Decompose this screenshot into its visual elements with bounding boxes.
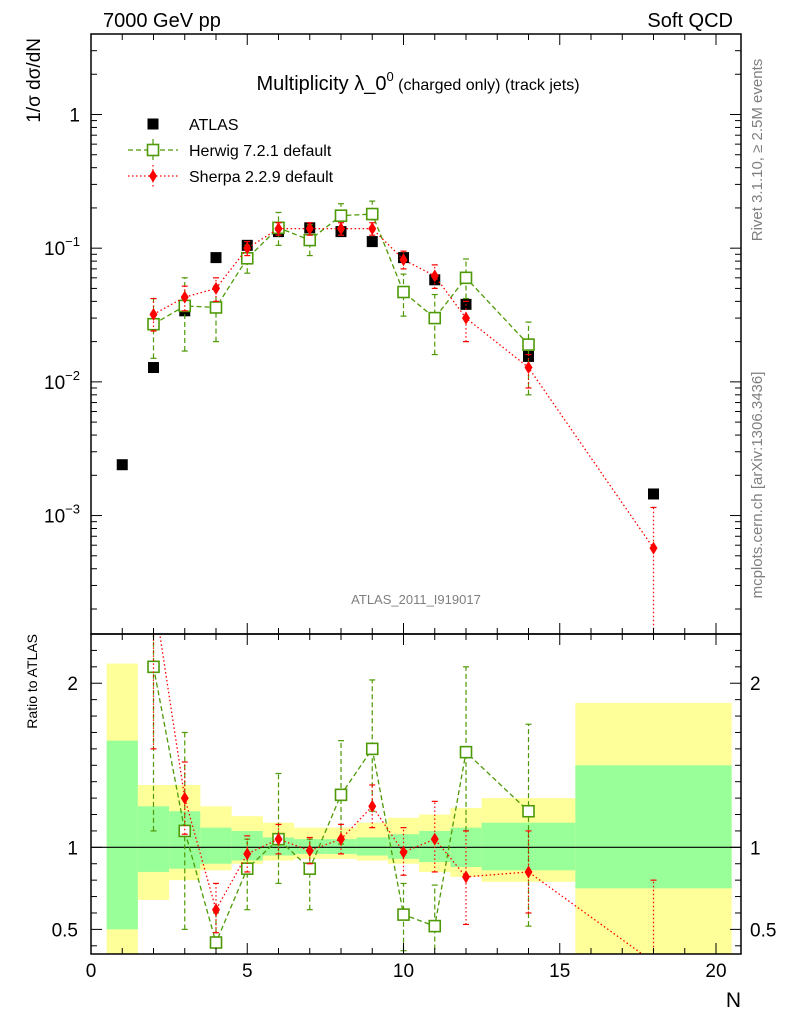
ratio-herwig-point — [459, 745, 473, 759]
legend-label: ATLAS — [189, 117, 239, 134]
main-sherpa-point — [462, 311, 470, 325]
ratio-herwig-line-0 — [152, 666, 529, 945]
main-herwig-point — [428, 311, 442, 325]
ratio-bands — [106, 663, 732, 954]
x-tick-label: 15 — [549, 961, 570, 982]
atlas-data-point — [116, 459, 128, 471]
atlas-data-point — [210, 252, 222, 264]
ratio-y-tick-label: 0.5 — [52, 920, 78, 941]
main-title: Multiplicity λ_00 (charged only) (track … — [256, 69, 579, 95]
ratio-herwig-point — [209, 936, 223, 949]
ratio-sherpa-point — [243, 847, 252, 861]
ratio-herwig-point — [147, 660, 160, 674]
ratio-herwig-point — [522, 804, 535, 818]
ratio-sherpa-point — [399, 845, 408, 859]
ratio-sherpa-point — [274, 832, 283, 846]
main-herwig-point — [365, 207, 379, 221]
main-panel: 1 10−1 10−2 10−3 1/σ dσ/dN Multiplicity λ_0… — [24, 33, 742, 635]
ratio-herwig-point — [397, 908, 410, 921]
main-sherpa-point — [243, 241, 252, 255]
legend-label: Herwig 7.2.1 default — [189, 143, 332, 160]
main-herwig-point — [459, 271, 473, 285]
mcplots-label: mcplots.cern.ch [arXiv:1306.3436] — [749, 372, 766, 599]
header-left: 7000 GeV pp — [103, 10, 221, 32]
legend-label: Sherpa 2.2.9 default — [189, 169, 334, 186]
main-sherpa-point — [180, 290, 189, 304]
main-herwig-point — [334, 209, 348, 222]
header-right: Soft QCD — [647, 10, 733, 32]
ratio-herwig-point — [303, 862, 317, 875]
main-ticks: 1 10−1 10−2 10−3 — [44, 33, 741, 634]
ratio-herwig-point — [428, 919, 442, 933]
ratio-sherpa-point — [368, 799, 377, 813]
main-sherpa-point — [337, 222, 345, 236]
ratio-band-green — [325, 839, 357, 854]
legend-marker — [149, 169, 157, 183]
main-y-axis-label: 1/σ dσ/dN — [24, 38, 45, 123]
ratio-y-tick-label-right: 0.5 — [750, 920, 776, 941]
ratio-band-green — [137, 806, 170, 872]
main-herwig-point — [522, 338, 535, 351]
main-sherpa-point — [430, 269, 439, 283]
main-sherpa-point — [149, 307, 158, 321]
main-herwig-point — [209, 301, 223, 314]
main-herwig-point — [397, 285, 410, 299]
ratio-sherpa-point — [180, 791, 189, 805]
ratio-sherpa-point — [430, 832, 439, 846]
x-tick-label: 5 — [242, 961, 253, 982]
ratio-frame — [90, 633, 742, 955]
main-sherpa-point — [305, 222, 314, 236]
x-tick-label: 10 — [393, 961, 414, 982]
ratio-herwig-point — [365, 742, 379, 756]
x-axis-label: N — [726, 989, 741, 1012]
ratio-sherpa-point — [524, 865, 533, 879]
legend-marker — [147, 118, 159, 130]
x-tick-label: 20 — [705, 961, 726, 982]
atlas-data-point — [148, 362, 159, 374]
main-sherpa-point — [212, 281, 220, 295]
main-sherpa-point — [524, 361, 533, 375]
ratio-herwig-point — [334, 788, 348, 802]
main-series-layer — [116, 200, 659, 634]
legend: ATLAS Herwig 7.2.1 default Sherpa 2.2.9 de… — [128, 117, 334, 187]
ratio-y-tick-label-right: 2 — [750, 674, 761, 695]
ratio-y-axis-label: Ratio to ATLAS — [24, 634, 40, 729]
x-tick-label: 0 — [86, 961, 97, 982]
ratio-sherpa-point — [462, 870, 470, 884]
main-sherpa-point — [274, 222, 283, 236]
ratio-sherpa-point — [337, 832, 345, 846]
ratio-sherpa-point — [212, 903, 220, 917]
ratio-series-layer — [147, 586, 658, 969]
main-sherpa-point — [649, 541, 658, 555]
ratio-band-green — [200, 827, 232, 864]
ratio-sherpa-point — [305, 844, 314, 858]
main-sherpa-line-2 — [153, 227, 655, 549]
ratio-band-green — [106, 740, 138, 930]
main-sherpa-point — [368, 222, 377, 236]
ratio-panel: 0 5 10 15 20 0.5 0.5 1 1 2 2 Ratio to ATLAS N — [24, 586, 776, 1012]
atlas-data-point — [523, 350, 534, 362]
main-y-tick-label: 10−1 — [44, 234, 80, 260]
main-y-tick-label: 10−2 — [44, 368, 80, 394]
atlas-data-point — [366, 236, 378, 248]
ratio-y-tick-label: 2 — [67, 674, 78, 695]
rivet-version-label: Rivet 3.1.10, ≥ 2.5M events — [749, 59, 766, 242]
atlas-data-point — [648, 488, 659, 500]
legend-marker — [146, 143, 160, 157]
analysis-id-label: ATLAS_2011_I919017 — [351, 592, 481, 607]
ratio-sherpa-point — [650, 956, 658, 969]
main-herwig-point — [303, 233, 317, 247]
ratio-band-green — [575, 765, 732, 889]
ratio-band-green — [356, 837, 388, 856]
ratio-y-tick-label: 1 — [67, 838, 78, 859]
ratio-ticks: 0 5 10 15 20 0.5 0.5 1 1 2 2 — [52, 634, 776, 982]
main-y-tick-label: 1 — [69, 105, 80, 126]
main-y-tick-label: 10−3 — [44, 502, 80, 528]
ratio-sherpa-point — [150, 586, 158, 599]
ratio-y-tick-label-right: 1 — [750, 838, 761, 859]
main-sherpa-point — [399, 253, 408, 267]
